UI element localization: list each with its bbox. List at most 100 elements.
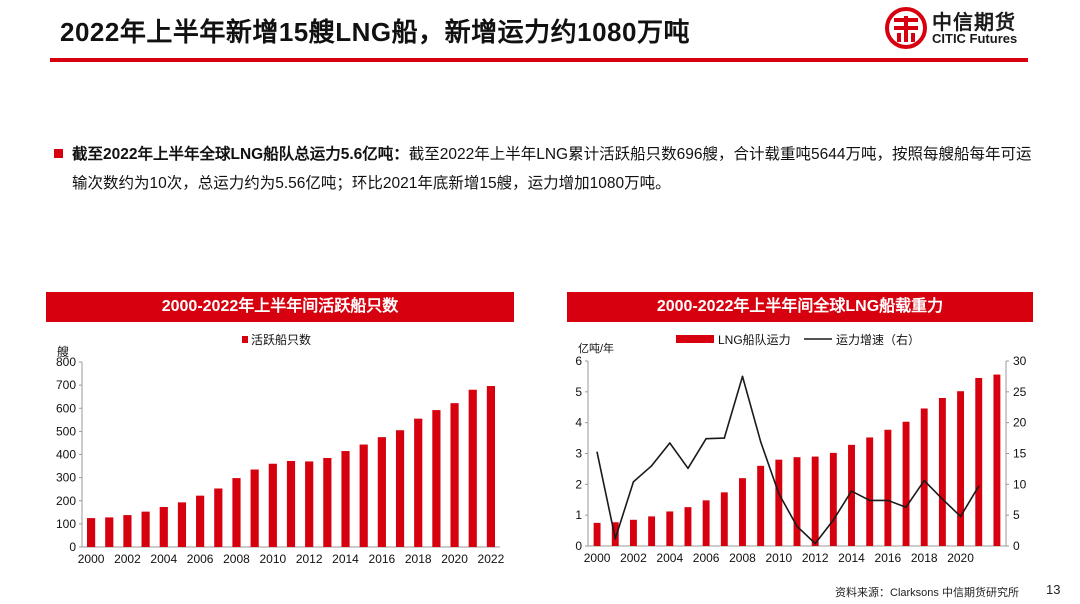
y-tick-label-right: 5: [1013, 508, 1020, 522]
y-tick-label: 500: [56, 424, 76, 438]
y-tick-label-right: 25: [1013, 385, 1027, 399]
bar-2011: [286, 460, 296, 547]
y-tick-label-left: 0: [575, 539, 582, 553]
x-tick-label: 2008: [223, 552, 250, 566]
bar-2000: [593, 522, 601, 546]
bar-2011: [793, 457, 801, 546]
growth-point-2006: [705, 437, 707, 440]
logo-name-cn: 中信期货: [932, 12, 1016, 34]
bar-2005: [684, 507, 692, 546]
x-tick-label: 2012: [802, 551, 829, 565]
bar-2014: [848, 444, 855, 546]
y-tick-label: 400: [56, 448, 76, 462]
legend-bar-label: LNG船队运力: [718, 332, 791, 347]
bar-2004: [159, 506, 168, 547]
x-tick-label: 2004: [150, 552, 177, 566]
y-tick-label: 200: [56, 494, 76, 508]
y-axis-label-left: 亿吨/年: [578, 341, 614, 355]
bar-2008: [739, 478, 746, 546]
y-tick-label-right: 10: [1013, 477, 1027, 491]
y-tick-label-right: 15: [1013, 447, 1027, 461]
x-tick-label: 2018: [911, 551, 938, 565]
bar-2010: [775, 459, 783, 546]
bar-2001: [611, 522, 619, 546]
bar-2017: [902, 421, 910, 546]
x-tick-label: 2018: [405, 552, 432, 566]
y-tick-label-left: 6: [575, 354, 582, 368]
y-tick-label: 700: [56, 378, 76, 392]
legend-label: 活跃船只数: [251, 332, 311, 347]
growth-point-2020: [959, 515, 962, 518]
header-rule: [50, 58, 1028, 62]
x-tick-label: 2002: [620, 551, 647, 565]
bar-2017: [395, 430, 405, 547]
bullet-text: 截至2022年上半年全球LNG船队总运力5.6亿吨：截至2022年上半年LNG累…: [72, 140, 1034, 198]
bar-2019: [432, 410, 441, 547]
y-tick-label-left: 2: [575, 477, 582, 491]
slide-title: 2022年上半年新增15艘LNG船，新增运力约1080万吨: [60, 17, 690, 47]
growth-point-2021: [977, 485, 980, 487]
x-tick-label: 2016: [369, 552, 396, 566]
legend-bar-swatch: [676, 335, 714, 343]
bar-2021: [975, 377, 983, 546]
summary-bullet: 截至2022年上半年全球LNG船队总运力5.6亿吨：截至2022年上半年LNG累…: [54, 140, 1034, 198]
bar-2018: [414, 418, 423, 547]
logo-name-en: CITIC Futures: [932, 31, 1018, 46]
growth-point-2012: [814, 542, 816, 545]
y-tick-label-left: 1: [575, 508, 582, 522]
bullet-heading: 截至2022年上半年全球LNG船队总运力5.6亿吨：: [72, 146, 409, 163]
bar-2002: [629, 519, 637, 546]
bar-2004: [666, 511, 674, 546]
x-tick-label: 2020: [947, 551, 974, 565]
x-tick-label: 2012: [296, 552, 323, 566]
bar-2005: [177, 502, 187, 547]
x-tick-label: 2010: [259, 552, 286, 566]
bar-2002: [123, 515, 132, 547]
x-tick-label: 2020: [441, 552, 468, 566]
source-note: 资料来源：Clarksons 中信期货研究所: [835, 587, 1019, 599]
x-tick-label: 2016: [875, 551, 902, 565]
x-tick-label: 2014: [838, 551, 865, 565]
y-tick-label: 800: [56, 355, 76, 369]
growth-point-2017: [905, 506, 907, 508]
x-tick-label: 2010: [765, 551, 792, 565]
bar-2012: [811, 456, 819, 546]
x-tick-label: 2004: [656, 551, 683, 565]
page-number: 13: [1046, 582, 1061, 597]
growth-point-2005: [687, 467, 689, 470]
growth-point-2015: [868, 499, 871, 502]
bar-2009: [757, 465, 765, 546]
growth-point-2019: [941, 498, 944, 500]
y-axis-label: 艘: [57, 344, 69, 359]
growth-point-2010: [778, 492, 780, 495]
bar-2014: [341, 451, 350, 547]
bar-2009: [250, 469, 259, 547]
growth-point-2004: [668, 442, 671, 444]
legend-swatch: [242, 336, 248, 343]
y-tick-label-right: 20: [1013, 416, 1027, 430]
growth-point-2013: [832, 519, 835, 521]
growth-point-2014: [850, 490, 853, 492]
legend-line-label: 运力增速（右）: [836, 332, 920, 347]
y-tick-label-left: 4: [575, 416, 582, 430]
bar-2003: [648, 516, 656, 546]
growth-point-2003: [650, 465, 653, 467]
chart1-header: 2000-2022年上半年间活跃船只数: [46, 292, 514, 322]
x-tick-label: 2006: [693, 551, 720, 565]
bar-2000: [86, 518, 96, 547]
bar-2001: [105, 517, 114, 547]
bullet-square: [54, 149, 63, 158]
growth-point-2007: [723, 437, 726, 439]
y-tick-label-right: 30: [1013, 354, 1027, 368]
bar-2022: [993, 374, 1001, 546]
growth-point-2011: [796, 525, 798, 528]
bar-2015: [359, 444, 368, 547]
bar-2013: [323, 457, 332, 547]
citic-logo: 中信期货 CITIC Futures: [884, 6, 1034, 50]
y-tick-label-left: 5: [575, 385, 582, 399]
growth-point-2016: [887, 499, 889, 502]
bar-2007: [214, 488, 223, 547]
chart-active-vessels: 艘 活跃船只数 0 100 200 300 400 500 600 700 800 2000 2002 2…: [56, 332, 505, 566]
bullet-body: 截至2022年上半年LNG累计活跃船只数696艘，合计载重吨5644万吨，按照每…: [72, 146, 1032, 192]
bar-2015: [866, 437, 874, 546]
